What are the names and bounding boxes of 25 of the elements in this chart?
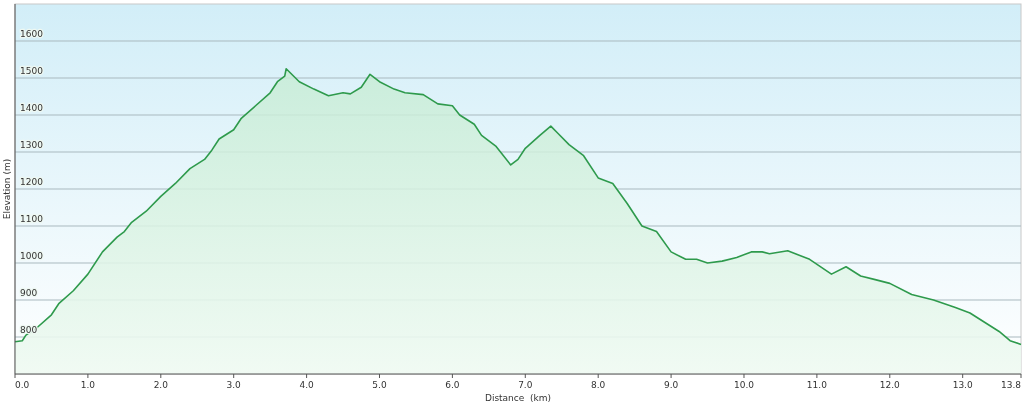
y-tick-label: 1000 — [20, 251, 44, 261]
x-tick-label: 13.8 — [1000, 380, 1022, 390]
x-tick-label: 0.0 — [15, 380, 30, 390]
y-tick-label: 1600 — [20, 29, 44, 39]
x-tick-label: 10.0 — [733, 380, 755, 390]
y-tick-label: 1400 — [20, 103, 44, 113]
x-tick-label: 6.0 — [445, 380, 460, 390]
x-tick-label: 9.0 — [663, 380, 679, 390]
y-tick-label: 1100 — [20, 214, 44, 224]
x-tick-label: 8.0 — [591, 380, 606, 390]
y-tick-label: 900 — [20, 288, 38, 298]
x-tick-label: 13.0 — [952, 380, 973, 390]
x-tick-label: 3.0 — [226, 380, 242, 390]
x-tick-label: 4.0 — [299, 380, 315, 390]
x-axis-title: Distance (km) — [484, 393, 552, 403]
y-tick-label: 1500 — [20, 66, 44, 76]
x-tick-label: 5.0 — [372, 380, 387, 390]
x-tick-label: 7.0 — [518, 380, 533, 390]
y-axis-title: Elevation (m) — [2, 158, 12, 220]
x-tick-label: 1.0 — [80, 380, 96, 390]
y-tick-label: 1300 — [20, 140, 44, 150]
x-tick-label: 11.0 — [806, 380, 828, 390]
x-tick-label: 2.0 — [153, 380, 169, 390]
y-tick-label: 1200 — [20, 177, 44, 187]
x-tick-label: 12.0 — [879, 380, 901, 390]
